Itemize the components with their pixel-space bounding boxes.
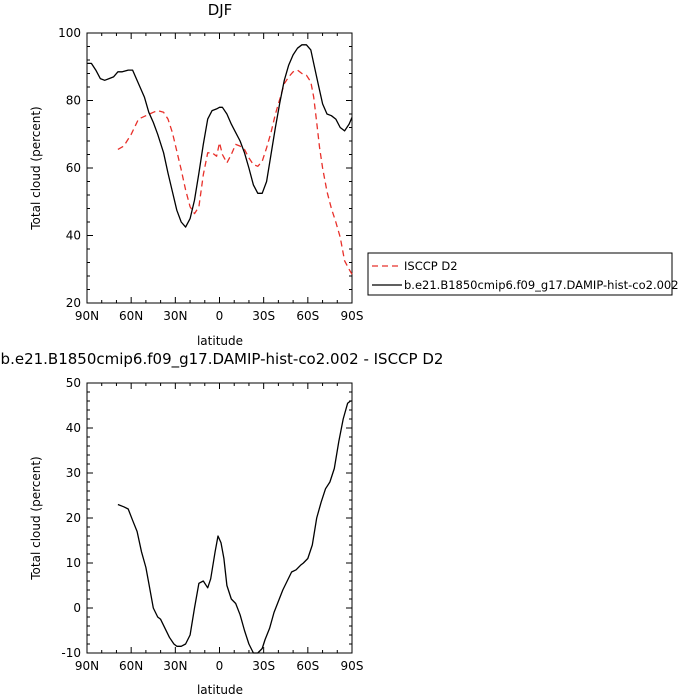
top-chart: DJF 90N 60N 30N 0 30S 60S 90S 20 40 60 80 100 Total… [29,1,679,348]
bottom-chart-xlabel: latitude [197,683,243,697]
top-xtick-label: 90S [341,309,364,323]
top-ytick-label: 20 [66,296,81,310]
top-series-line-1 [87,44,353,228]
top-ytick-label: 80 [66,94,81,108]
bottom-ytick-label: 10 [66,556,81,570]
bottom-ytick-label: 40 [66,421,81,435]
bottom-xtick-label: 30S [252,659,275,673]
bottom-plot-frame [86,382,353,654]
bottom-xtick-label: 60N [119,659,143,673]
bottom-ytick-label: 20 [66,511,81,525]
top-chart-xlabel: latitude [197,334,243,348]
bottom-xtick-label: 0 [216,659,224,673]
legend-label-model: b.e21.B1850cmip6.f09_g17.DAMIP-hist-co2.… [404,278,679,292]
top-plot-area: 90N 60N 30N 0 30S 60S 90S 20 40 60 80 100 [58,26,363,323]
legend-label-isccp: ISCCP D2 [404,259,458,273]
top-xtick-label: 90N [75,309,99,323]
legend-box [367,252,673,296]
bottom-xtick-label: 30N [163,659,187,673]
top-chart-ylabel: Total cloud (percent) [29,106,43,230]
bottom-ytick-label: 50 [66,376,81,390]
bottom-ytick-label: -10 [61,646,81,660]
bottom-ytick-label: 30 [66,466,81,480]
bottom-chart-title: b.e21.B1850cmip6.f09_g17.DAMIP-hist-co2.… [1,350,444,369]
top-chart-title: DJF [208,1,233,19]
top-plot-frame [86,32,353,304]
bottom-xtick-label: 90S [341,659,364,673]
top-xtick-label: 0 [216,309,224,323]
bottom-plot-area: 90N 60N 30N 0 30S 60S 90S -10 0 10 20 30 40 50 [61,376,363,673]
bottom-ytick-label: 0 [73,601,81,615]
top-xtick-label: 60N [119,309,143,323]
top-ytick-label: 40 [66,229,81,243]
top-series-line-0 [117,69,353,275]
top-ytick-label: 60 [66,161,81,175]
bottom-chart-ylabel: Total cloud (percent) [29,456,43,580]
legend: ISCCP D2 b.e21.B1850cmip6.f09_g17.DAMIP-… [367,252,679,296]
top-xtick-label: 30S [252,309,275,323]
bottom-series-line-0 [117,400,352,654]
top-xtick-label: 30N [163,309,187,323]
bottom-xtick-label: 60S [296,659,319,673]
bottom-chart: b.e21.B1850cmip6.f09_g17.DAMIP-hist-co2.… [1,350,444,697]
top-xtick-label: 60S [296,309,319,323]
bottom-xtick-label: 90N [75,659,99,673]
top-ytick-label: 100 [58,26,81,40]
